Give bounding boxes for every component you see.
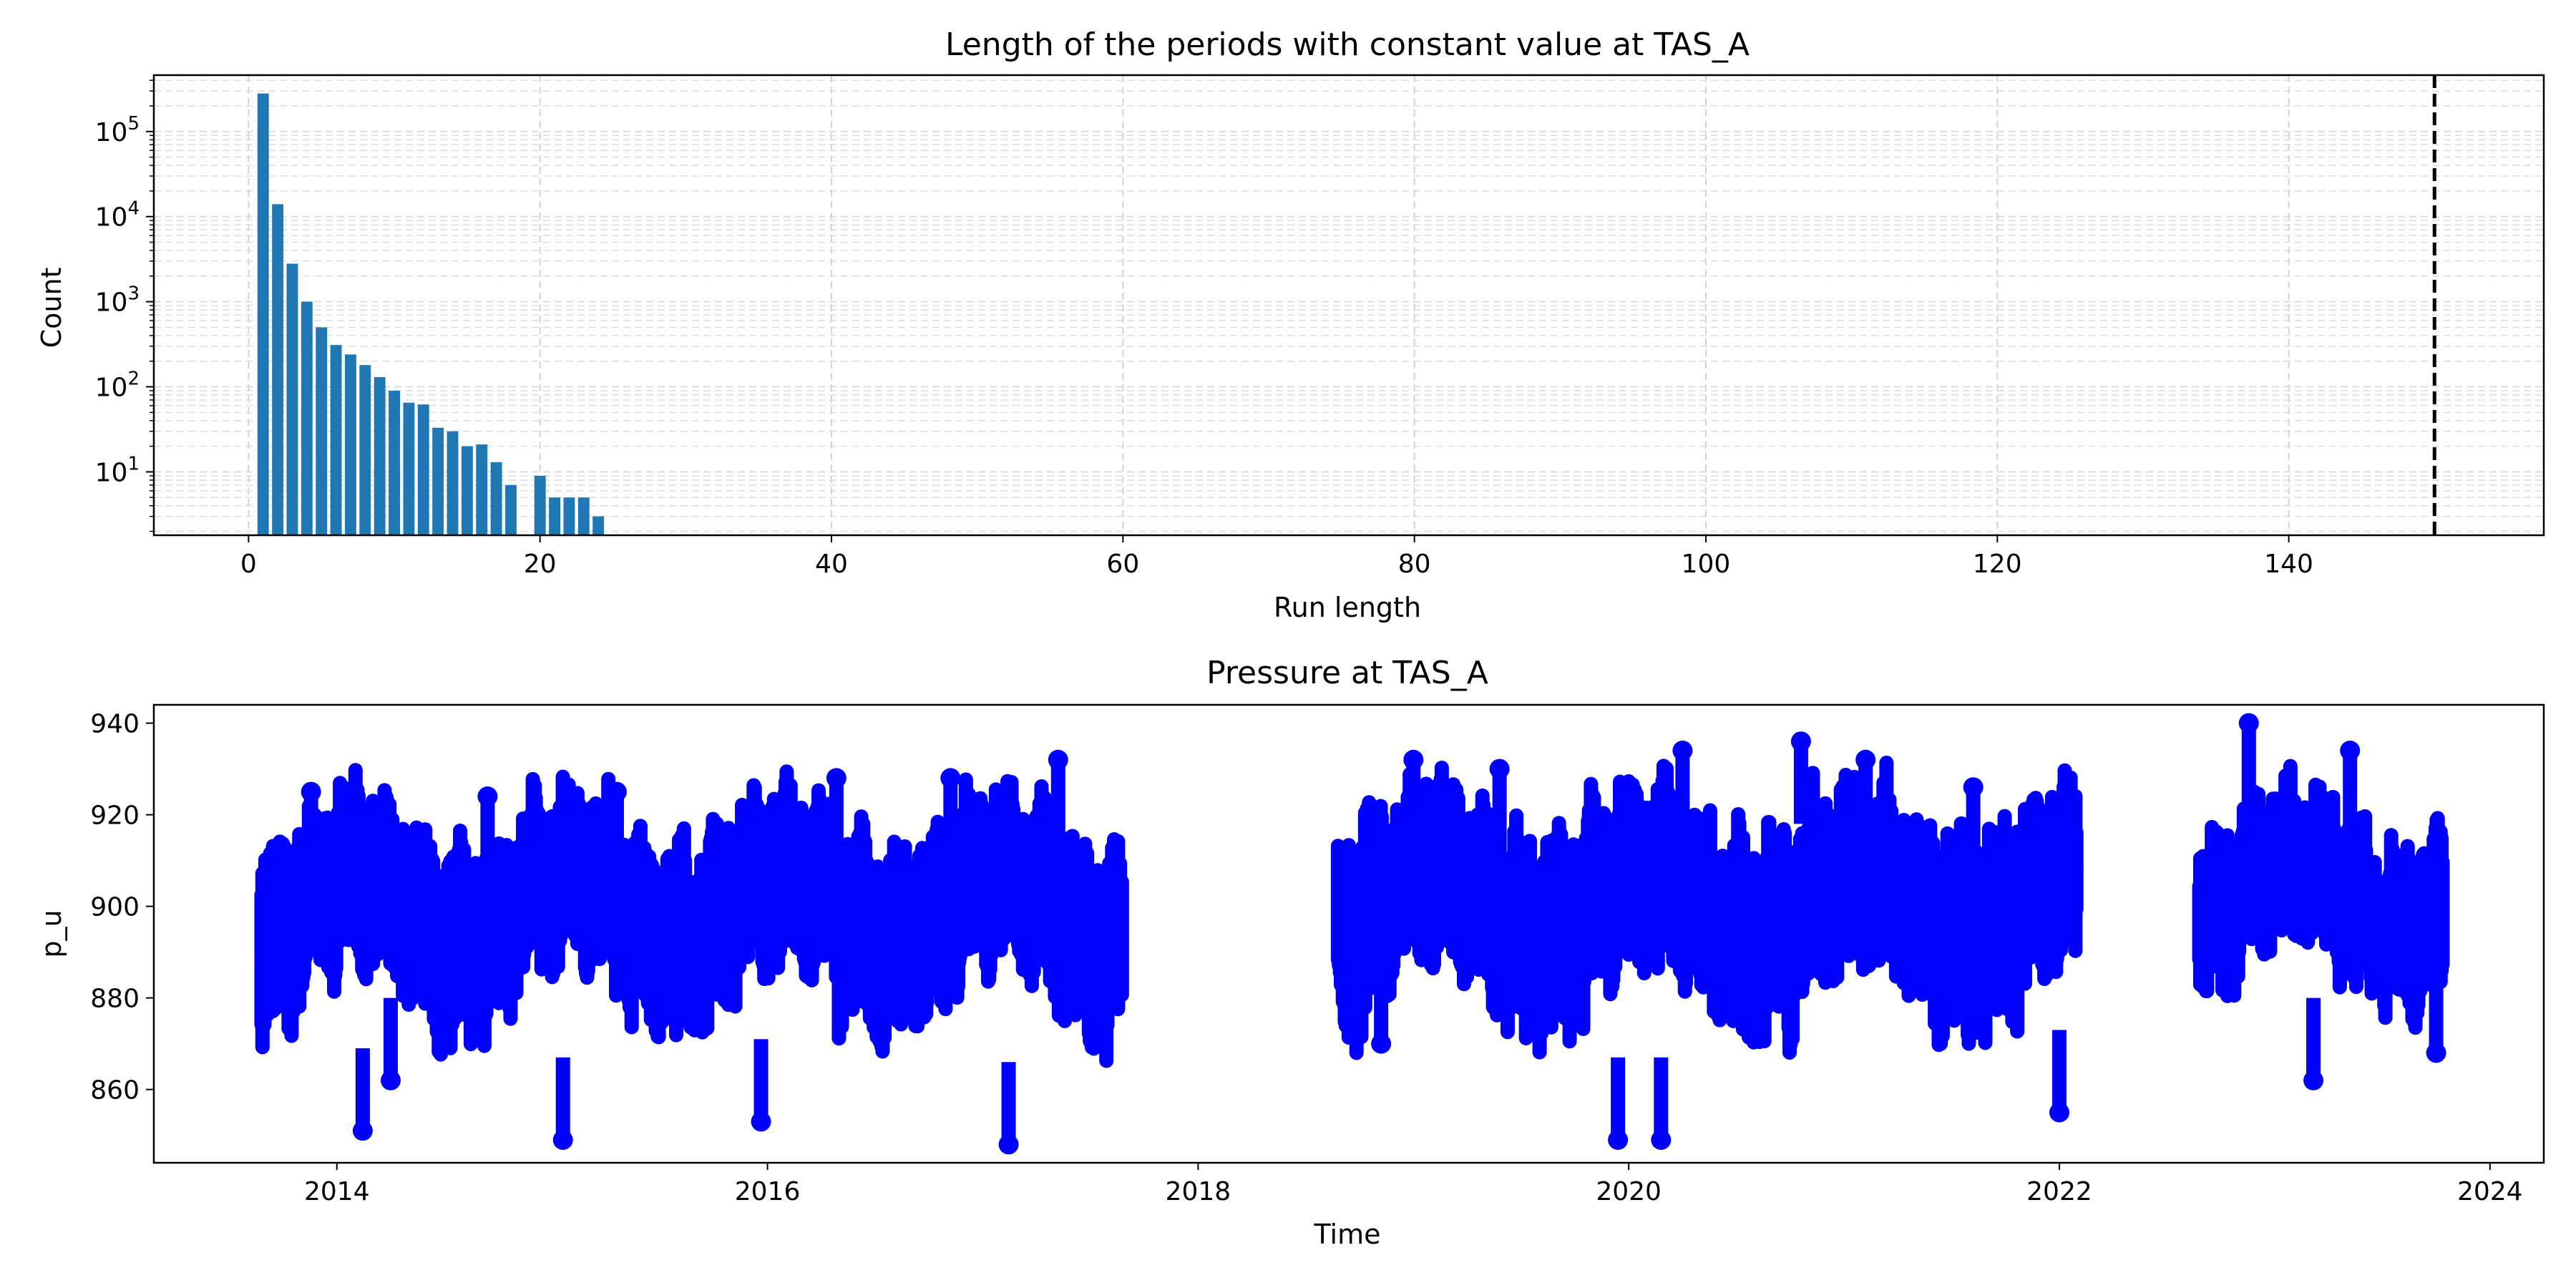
runlength-bar-8 (359, 365, 371, 535)
runlength-bar-18 (505, 484, 517, 535)
runlength-bar-9 (374, 376, 386, 535)
runlength-bar-21 (549, 497, 561, 535)
runlength-bar-11 (403, 402, 415, 535)
runlength-title: Length of the periods with constant valu… (945, 26, 1750, 63)
runlength-bar-5 (316, 327, 328, 535)
runlength-x-ticks: 0 20 40 60 80 100 120 140 (240, 535, 2313, 579)
runlength-chart: Length of the periods with constant valu… (36, 26, 2545, 623)
runlength-bar-22 (563, 497, 575, 535)
runlength-bars (257, 93, 605, 535)
pressure-points (254, 713, 2450, 1155)
runlength-bar-14 (447, 431, 459, 535)
runlength-y-tick-label-2: 103 (95, 283, 140, 318)
runlength-x-tick-label-2: 40 (815, 550, 848, 579)
runlength-y-axis-label: Count (36, 268, 67, 348)
runlength-y-tick-label-3: 104 (95, 198, 140, 233)
runlength-x-tick-label-5: 100 (1682, 550, 1731, 579)
runlength-x-tick-label-6: 120 (1973, 550, 2022, 579)
runlength-bar-4 (301, 301, 313, 535)
runlength-bar-24 (592, 516, 605, 535)
runlength-y-tick-label-4: 105 (95, 113, 140, 147)
runlength-x-tick-label-4: 80 (1398, 550, 1431, 579)
runlength-x-tick-label-3: 60 (1106, 550, 1139, 579)
runlength-bar-17 (490, 462, 502, 535)
runlength-bar-13 (432, 427, 444, 535)
runlength-bar-23 (577, 497, 590, 535)
pressure-title: Pressure at TAS_A (1206, 655, 1488, 691)
runlength-bar-10 (389, 390, 400, 535)
runlength-y-tick-label-0: 101 (95, 453, 140, 487)
runlength-bar-15 (461, 446, 473, 535)
runlength-bar-16 (476, 444, 488, 535)
runlength-bar-2 (272, 204, 284, 535)
runlength-bar-12 (417, 404, 429, 535)
runlength-y-tick-label-1: 102 (95, 369, 140, 403)
runlength-x-tick-label-7: 140 (2264, 550, 2313, 579)
runlength-bar-20 (534, 475, 546, 535)
runlength-bar-7 (344, 354, 356, 535)
runlength-bar-6 (330, 345, 342, 535)
pressure-chart: Pressure at TAS_A 2014 2016 2018 2020 2022 20… (36, 655, 2545, 1250)
runlength-bar-3 (286, 263, 298, 535)
runlength-x-tick-label-0: 0 (240, 550, 257, 579)
runlength-x-axis-label: Run length (1274, 592, 1421, 623)
runlength-grid (154, 75, 2544, 535)
runlength-y-ticks: 101 102 103 104 105 (95, 79, 154, 532)
runlength-bar-1 (257, 93, 269, 535)
runlength-x-tick-label-1: 20 (524, 550, 557, 579)
